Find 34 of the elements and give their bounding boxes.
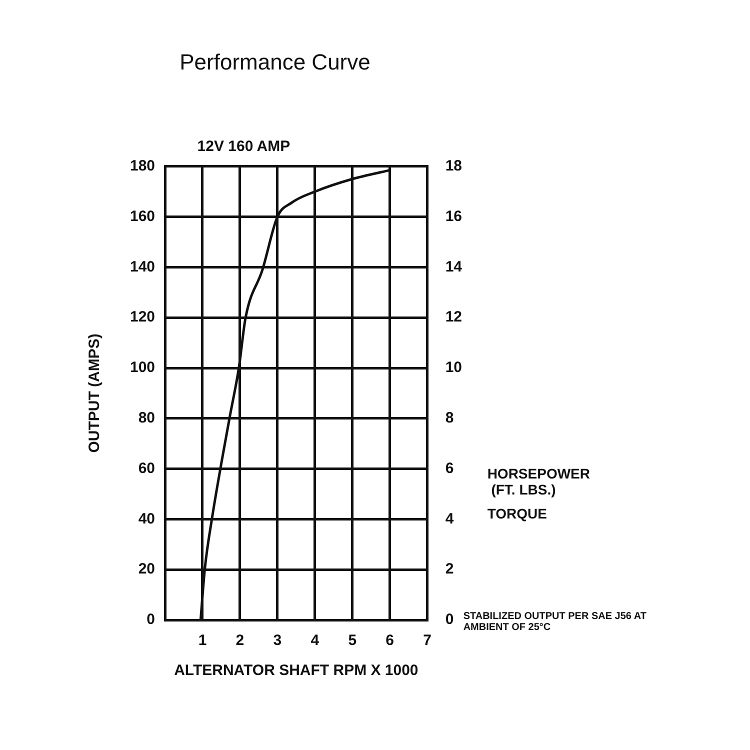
- x-tick-label: 2: [236, 632, 244, 650]
- y-tick-label: 0: [146, 611, 156, 628]
- x-tick-label: 4: [310, 632, 320, 650]
- y2-tick-label: 8: [445, 410, 454, 427]
- y-tick-label: 20: [138, 560, 156, 578]
- x-tick-label: 3: [273, 632, 282, 650]
- y-tick-label: 140: [130, 258, 156, 276]
- y2-tick-label: 2: [445, 560, 454, 578]
- y2-tick-label: 16: [445, 208, 462, 225]
- y2-tick-label: 14: [445, 258, 463, 276]
- y-tick-label: 180: [130, 158, 156, 175]
- y2-tick-label: 10: [445, 359, 462, 376]
- text: TORQUE: [487, 506, 547, 522]
- x-tick-label: 5: [348, 632, 357, 650]
- y-tick-label: 60: [138, 460, 156, 477]
- y2-tick-label: 18: [445, 158, 462, 175]
- y2-tick-label: 12: [445, 308, 462, 326]
- text: STABILIZED OUTPUT PER SAE J56 AT AMBIENT OF 25°C: [463, 610, 646, 633]
- y2-tick-label: 0: [445, 611, 454, 628]
- text: HORSEPOWER (FT. LBS.): [487, 466, 590, 498]
- y-tick-label: 100: [130, 359, 156, 376]
- x-tick-label: 1: [198, 632, 207, 650]
- y2-tick-label: 6: [445, 460, 454, 477]
- y-tick-label: 160: [130, 208, 156, 225]
- y-axis-title: OUTPUT (AMPS): [86, 334, 104, 453]
- x-tick-label: 7: [423, 632, 432, 650]
- y-tick-label: 120: [130, 308, 156, 326]
- y-tick-label: 40: [138, 510, 156, 528]
- y2-tick-label: 4: [445, 510, 454, 528]
- chart-subtitle: 12V 160 AMP: [197, 138, 290, 156]
- x-tick-label: 6: [386, 632, 394, 650]
- chart-title: Performance Curve: [180, 49, 370, 74]
- x-axis-title: ALTERNATOR SHAFT RPM X 1000: [174, 662, 418, 680]
- y-tick-label: 80: [138, 410, 156, 427]
